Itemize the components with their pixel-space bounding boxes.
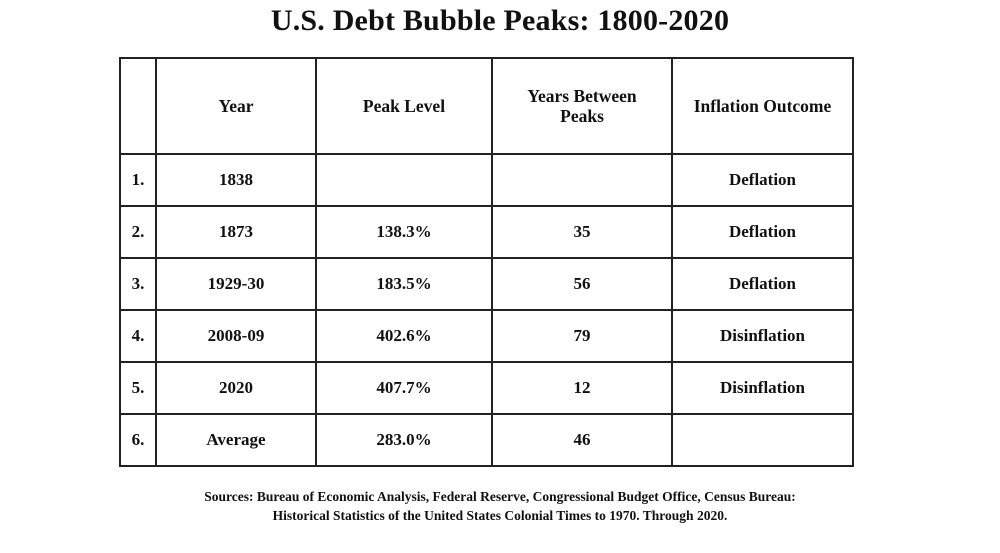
cell-year: 2008-09 xyxy=(155,309,317,363)
page-title: U.S. Debt Bubble Peaks: 1800-2020 xyxy=(270,4,730,37)
cell-peak-level: 407.7% xyxy=(315,361,493,415)
cell-inflation-outcome: Deflation xyxy=(671,205,854,259)
cell-years-between: 12 xyxy=(491,361,673,415)
cell-peak-level: 138.3% xyxy=(315,205,493,259)
row-index: 5. xyxy=(119,361,157,415)
cell-year: 2020 xyxy=(155,361,317,415)
cell-inflation-outcome: Deflation xyxy=(671,153,854,207)
header-years-between-line2: Peaks xyxy=(560,106,604,126)
row-index: 4. xyxy=(119,309,157,363)
table-row: 5. 2020 407.7% 12 Disinflation xyxy=(119,361,854,415)
table-row: 1. 1838 Deflation xyxy=(119,153,854,207)
sources-note: Sources: Bureau of Economic Analysis, Fe… xyxy=(0,487,1000,525)
row-index: 6. xyxy=(119,413,157,467)
row-index: 2. xyxy=(119,205,157,259)
table-row: 6. Average 283.0% 46 xyxy=(119,413,854,467)
header-years-between: Years Between Peaks xyxy=(491,57,673,155)
cell-years-between: 46 xyxy=(491,413,673,467)
table-row: 4. 2008-09 402.6% 79 Disinflation xyxy=(119,309,854,363)
header-years-between-line1: Years Between xyxy=(527,86,637,106)
cell-years-between: 79 xyxy=(491,309,673,363)
cell-inflation-outcome xyxy=(671,413,854,467)
table-header-row: Year Peak Level Years Between Peaks Infl… xyxy=(119,57,854,155)
sources-line-1: Sources: Bureau of Economic Analysis, Fe… xyxy=(204,489,796,504)
cell-inflation-outcome: Disinflation xyxy=(671,361,854,415)
cell-peak-level xyxy=(315,153,493,207)
cell-year: 1838 xyxy=(155,153,317,207)
table-row: 2. 1873 138.3% 35 Deflation xyxy=(119,205,854,259)
cell-peak-level: 183.5% xyxy=(315,257,493,311)
cell-inflation-outcome: Deflation xyxy=(671,257,854,311)
header-index xyxy=(119,57,157,155)
cell-inflation-outcome: Disinflation xyxy=(671,309,854,363)
cell-peak-level: 283.0% xyxy=(315,413,493,467)
cell-years-between: 56 xyxy=(491,257,673,311)
header-inflation-outcome: Inflation Outcome xyxy=(671,57,854,155)
cell-year: Average xyxy=(155,413,317,467)
row-index: 3. xyxy=(119,257,157,311)
row-index: 1. xyxy=(119,153,157,207)
header-peak-level: Peak Level xyxy=(315,57,493,155)
header-year: Year xyxy=(155,57,317,155)
cell-years-between xyxy=(491,153,673,207)
debt-peaks-table: Year Peak Level Years Between Peaks Infl… xyxy=(119,57,854,467)
cell-years-between: 35 xyxy=(491,205,673,259)
cell-year: 1929-30 xyxy=(155,257,317,311)
sources-line-2: Historical Statistics of the United Stat… xyxy=(272,508,728,523)
cell-peak-level: 402.6% xyxy=(315,309,493,363)
cell-year: 1873 xyxy=(155,205,317,259)
table-row: 3. 1929-30 183.5% 56 Deflation xyxy=(119,257,854,311)
